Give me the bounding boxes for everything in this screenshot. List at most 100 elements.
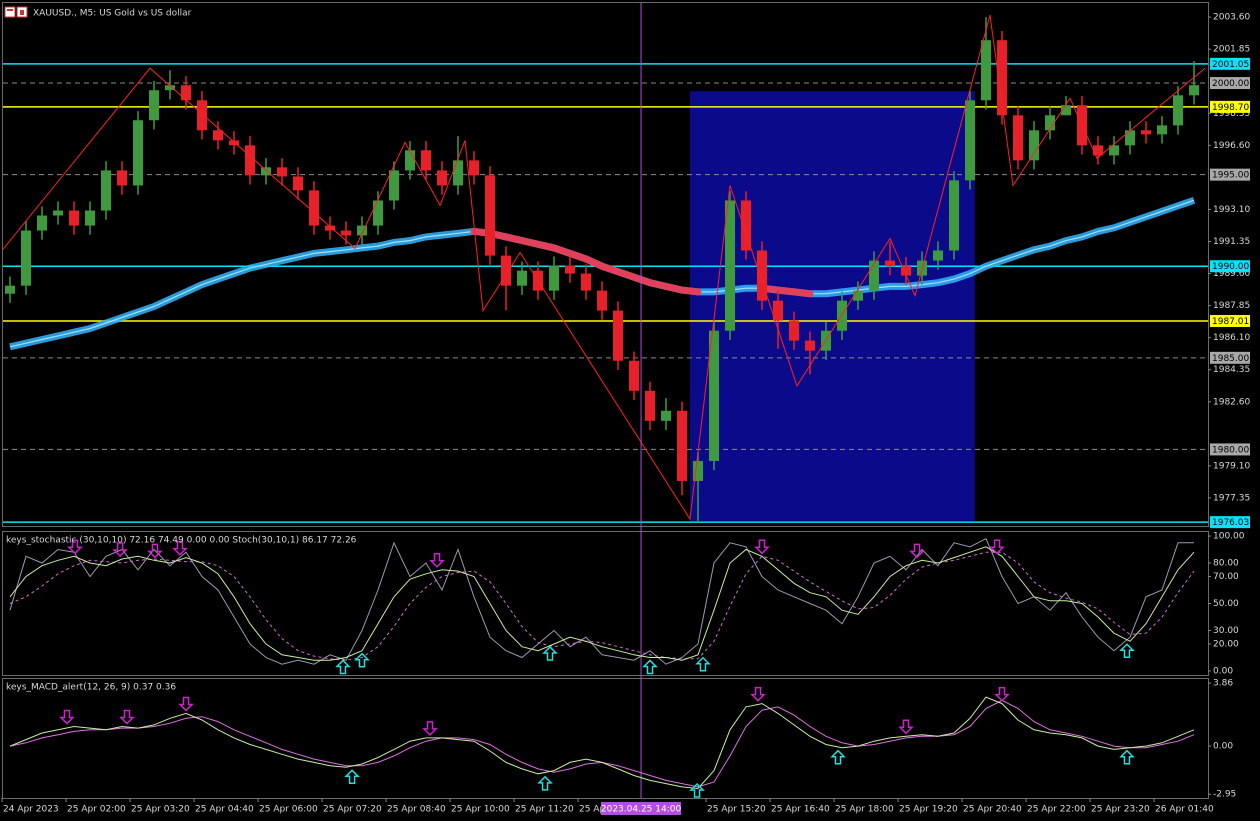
candle-body	[869, 260, 879, 291]
level-label-box	[1210, 100, 1250, 113]
buy-arrow	[335, 659, 351, 675]
candle-body	[325, 225, 335, 231]
indicator-line	[9, 538, 1194, 665]
candle-body	[965, 100, 975, 181]
buy-arrow	[689, 782, 705, 798]
y-tick-label: 0.00	[1213, 666, 1233, 676]
candle-body	[597, 290, 607, 311]
sell-arrow	[147, 543, 163, 559]
indicator-title: keys_stochastic (30,10,10) 72.16 74.49 0…	[6, 536, 357, 546]
icon	[20, 10, 24, 15]
y-tick-label: 1982.60	[1213, 397, 1250, 407]
candle-body	[293, 176, 303, 191]
candle-body	[53, 210, 63, 216]
y-tick-label: 0.00	[1213, 742, 1233, 752]
y-tick-label: 80.00	[1213, 559, 1239, 569]
icon	[7, 9, 13, 11]
sell-arrow	[898, 719, 914, 735]
x-tick-label: 25 Apr 11:20	[515, 805, 574, 815]
y-tick-label: 1987.85	[1213, 301, 1250, 311]
y-tick-label: 100.00	[1213, 532, 1245, 542]
ma-falling	[678, 286, 702, 296]
crosshair-label-box	[601, 802, 682, 815]
y-tick-label: 1993.10	[1213, 205, 1250, 215]
sell-arrow	[178, 696, 194, 712]
candle-body	[565, 265, 575, 274]
sell-arrow	[67, 539, 83, 555]
candle-body	[789, 320, 799, 341]
y-tick-label: 1986.10	[1213, 333, 1250, 343]
level-label: 1985.00	[1212, 354, 1249, 364]
candle-body	[1173, 95, 1183, 126]
candle-body	[677, 410, 687, 481]
candle-body	[805, 340, 815, 351]
chart-title: XAUUSD., M5: US Gold vs US dollar	[33, 9, 192, 19]
sell-arrow	[750, 686, 766, 702]
buy-arrow	[1119, 643, 1135, 659]
buy-arrow	[354, 652, 370, 668]
candle-body	[181, 85, 191, 101]
sell-arrow	[422, 721, 438, 736]
y-tick-label: 2003.60	[1213, 13, 1250, 23]
candle-body	[133, 120, 143, 186]
sell-arrow	[59, 709, 75, 725]
level-label-box	[1210, 315, 1250, 328]
x-tick-label: 25 Apr 03:20	[131, 805, 190, 815]
candle-body	[1013, 115, 1023, 161]
level-label: 1990.00	[1212, 262, 1249, 272]
y-tick-label: 1977.35	[1213, 493, 1250, 503]
candle-body	[309, 190, 319, 226]
level-label: 2001.05	[1212, 60, 1249, 70]
x-tick-label: 25 Apr 15:20	[707, 805, 766, 815]
candle-body	[389, 170, 399, 201]
candle-body	[1093, 145, 1103, 156]
y-tick-label: 50.00	[1213, 599, 1239, 609]
panel-frames	[2, 2, 1209, 799]
candle-body	[421, 150, 431, 171]
candle-body	[1061, 105, 1071, 116]
y-tick-label: 1996.60	[1213, 141, 1250, 151]
y-tick-label: 20.00	[1213, 639, 1239, 649]
x-tick-label: 25 Apr 22:00	[1027, 805, 1086, 815]
sell-arrow	[119, 709, 135, 725]
level-label: 1987.01	[1212, 317, 1249, 327]
icon	[4, 6, 16, 18]
y-tick-label: 30.00	[1213, 626, 1239, 636]
candle-body	[277, 167, 287, 177]
x-tick-label: 25 Apr 16:40	[771, 805, 830, 815]
sell-arrow	[754, 539, 770, 555]
level-label-box	[1210, 168, 1250, 181]
candle-body	[101, 170, 111, 211]
candle-body	[741, 200, 751, 251]
candle-body	[1109, 145, 1119, 156]
candle-body	[837, 300, 847, 331]
y-tick-label: 3.86	[1213, 679, 1233, 689]
y-tick-label: 1998.35	[1213, 109, 1250, 119]
candle-body	[549, 265, 559, 291]
level-label: 1976.03	[1212, 518, 1249, 528]
candle-body	[165, 85, 175, 91]
sell-arrow	[112, 542, 128, 558]
candle-body	[933, 250, 943, 261]
candle-body	[773, 300, 783, 321]
x-tick-label: 24 Apr 2023	[3, 805, 59, 815]
candle-body	[997, 40, 1007, 116]
macd-frame	[2, 678, 1209, 799]
candle-body	[1125, 130, 1135, 146]
candle-body	[261, 167, 271, 176]
candle-body	[725, 200, 735, 331]
candle-body	[1029, 130, 1039, 161]
x-tick-label: 25 Apr 02:00	[67, 805, 126, 815]
candle-body	[581, 273, 591, 291]
buy-arrow	[695, 656, 711, 672]
x-tick-label: 25 Apr 10:00	[451, 805, 510, 815]
level-label: 2000.00	[1212, 79, 1249, 89]
candle-body	[229, 140, 239, 146]
y-tick-label: 1989.60	[1213, 269, 1250, 279]
candle-body	[373, 200, 383, 226]
candle-body	[885, 260, 895, 267]
y-tick-label: -2.95	[1213, 790, 1236, 800]
indicator-title: keys_MACD_alert(12, 26, 9) 0.37 0.36	[6, 683, 176, 693]
candle-body	[901, 266, 911, 276]
